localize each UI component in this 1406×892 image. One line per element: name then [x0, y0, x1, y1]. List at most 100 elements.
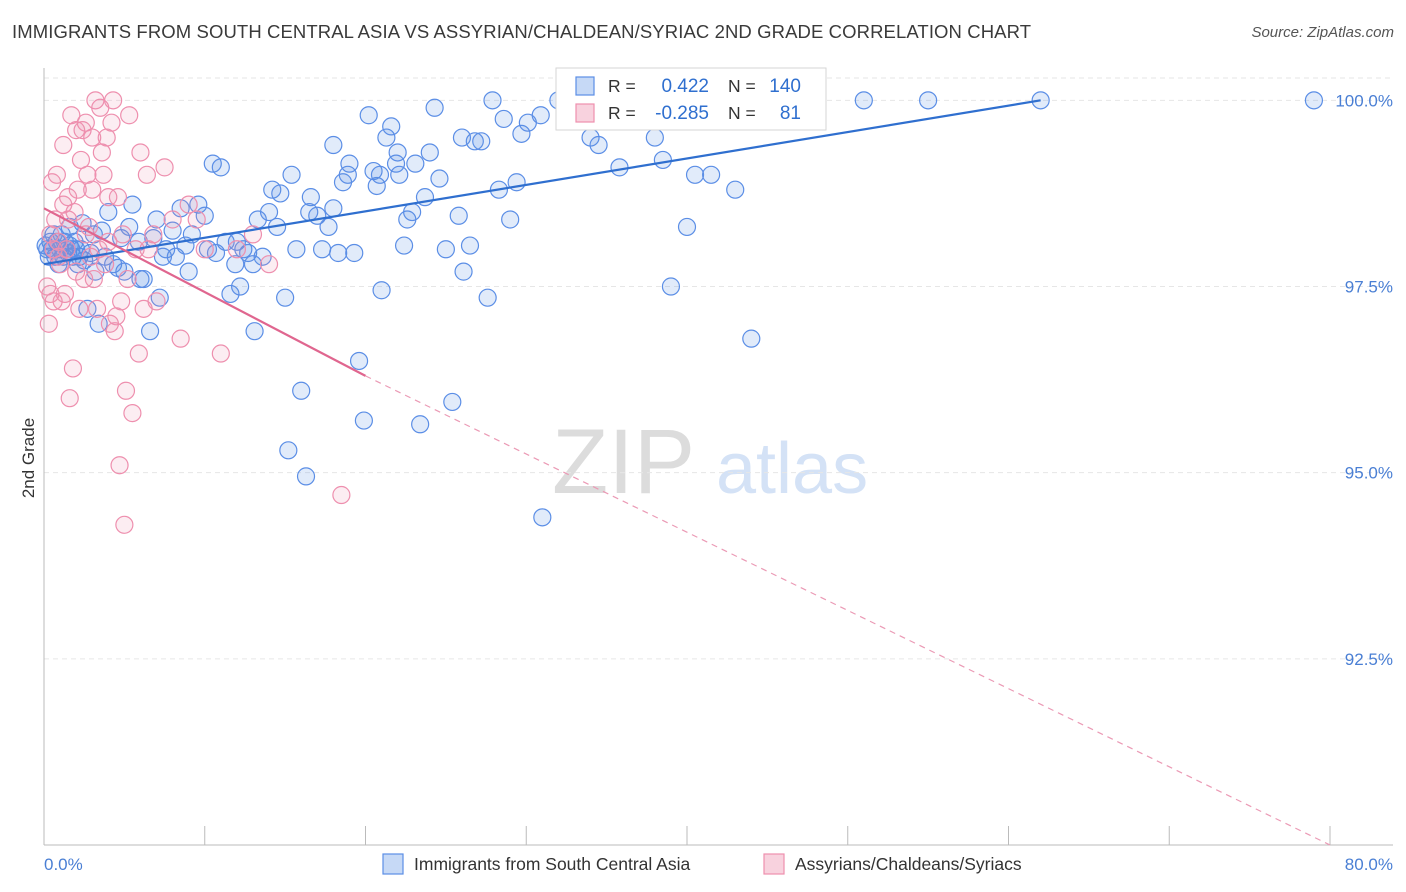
point-south-central-asia — [449, 206, 468, 225]
point-assyrian — [118, 269, 137, 289]
point-south-central-asia — [406, 154, 425, 173]
point-south-central-asia — [454, 262, 473, 281]
point-assyrian — [76, 113, 95, 132]
point-south-central-asia — [282, 165, 301, 184]
point-south-central-asia — [287, 240, 306, 259]
legend-swatch-pink — [763, 853, 785, 875]
point-south-central-asia — [276, 288, 295, 307]
point-assyrian — [332, 485, 351, 505]
point-south-central-asia — [349, 351, 369, 371]
stats-legend-swatch-blue — [575, 76, 595, 96]
point-assyrian — [131, 143, 150, 162]
watermark-atlas: atlas — [716, 429, 868, 509]
point-assyrian — [47, 165, 66, 184]
point-south-central-asia — [253, 247, 272, 266]
point-south-central-asia — [340, 154, 359, 173]
point-south-central-asia — [726, 180, 745, 199]
axes: 100.0% 97.5% 95.0% 92.5% — [43, 68, 1393, 846]
point-south-central-asia — [494, 109, 513, 129]
point-assyrian — [227, 240, 246, 259]
point-assyrian — [102, 113, 121, 132]
point-assyrian — [179, 195, 198, 214]
x-tick-label-min: 0.0% — [44, 855, 83, 874]
point-south-central-asia — [411, 415, 430, 434]
point-assyrian — [171, 329, 190, 348]
point-assyrian — [59, 210, 78, 229]
point-south-central-asia — [854, 91, 873, 110]
y-axis-label: 2nd Grade — [19, 418, 38, 498]
point-assyrian — [163, 210, 182, 229]
y-tick-label: 95.0% — [1345, 464, 1393, 483]
point-south-central-asia — [382, 117, 401, 136]
point-south-central-asia — [147, 210, 166, 229]
trend-line-pink-extension — [365, 375, 1331, 846]
point-assyrian — [68, 180, 87, 199]
point-south-central-asia — [460, 236, 480, 255]
point-assyrian — [39, 314, 58, 333]
point-assyrian — [55, 284, 74, 304]
point-south-central-asia — [420, 143, 439, 162]
data-points — [36, 91, 1324, 534]
stats-n-value-pink: 81 — [780, 103, 801, 124]
point-south-central-asia — [443, 392, 462, 412]
point-south-central-asia — [245, 322, 264, 341]
point-assyrian — [83, 180, 102, 199]
point-south-central-asia — [501, 210, 520, 229]
point-south-central-asia — [367, 176, 386, 196]
point-south-central-asia — [702, 165, 721, 184]
point-south-central-asia — [123, 195, 142, 214]
legend-label-blue: Immigrants from South Central Asia — [414, 854, 690, 874]
point-assyrian — [115, 515, 134, 534]
point-south-central-asia — [919, 91, 938, 110]
legend-swatch-blue — [382, 853, 404, 875]
point-assyrian — [211, 344, 230, 363]
point-south-central-asia — [301, 188, 320, 207]
watermark-zip: ZIP — [552, 411, 695, 513]
point-south-central-asia — [211, 158, 230, 177]
point-assyrian — [63, 359, 83, 378]
stats-n-value-blue: 140 — [769, 76, 801, 97]
point-south-central-asia — [239, 243, 258, 263]
stats-n-label-pink: N = — [728, 103, 756, 123]
point-south-central-asia — [300, 202, 319, 222]
point-assyrian — [187, 210, 206, 229]
point-south-central-asia — [296, 467, 316, 486]
point-assyrian — [65, 202, 84, 222]
x-tick-label-max: 80.0% — [1345, 855, 1393, 874]
point-assyrian — [104, 91, 123, 110]
point-south-central-asia — [483, 91, 502, 110]
point-assyrian — [113, 225, 132, 244]
stats-legend-box: R = 0.422 N = 140 R = -0.285 N = 81 — [555, 67, 827, 131]
point-south-central-asia — [653, 150, 672, 170]
point-assyrian — [144, 225, 163, 244]
point-assyrian — [41, 284, 60, 304]
trend-line-pink — [43, 207, 367, 377]
source-label: Source: ZipAtlas.com — [1251, 24, 1394, 41]
point-south-central-asia — [390, 165, 409, 184]
point-south-central-asia — [259, 202, 279, 222]
point-south-central-asia — [531, 106, 550, 125]
grid — [44, 77, 1393, 660]
point-south-central-asia — [221, 284, 240, 304]
stats-r-value-pink: -0.285 — [655, 103, 709, 124]
point-south-central-asia — [403, 202, 422, 222]
point-assyrian — [108, 188, 128, 207]
point-south-central-asia — [430, 169, 449, 188]
point-south-central-asia — [226, 255, 245, 274]
point-south-central-asia — [140, 322, 160, 341]
point-assyrian — [137, 165, 156, 184]
point-assyrian — [105, 322, 124, 341]
stats-n-label-blue: N = — [728, 76, 756, 96]
point-south-central-asia — [661, 277, 681, 296]
point-south-central-asia — [324, 135, 343, 155]
point-south-central-asia — [179, 262, 198, 281]
point-south-central-asia — [452, 128, 472, 147]
y-tick-label: 100.0% — [1335, 91, 1393, 110]
point-south-central-asia — [231, 277, 250, 296]
point-south-central-asia — [610, 158, 629, 177]
point-south-central-asia — [292, 381, 311, 400]
point-south-central-asia — [319, 217, 338, 237]
point-south-central-asia — [533, 508, 552, 527]
point-assyrian — [67, 121, 86, 140]
